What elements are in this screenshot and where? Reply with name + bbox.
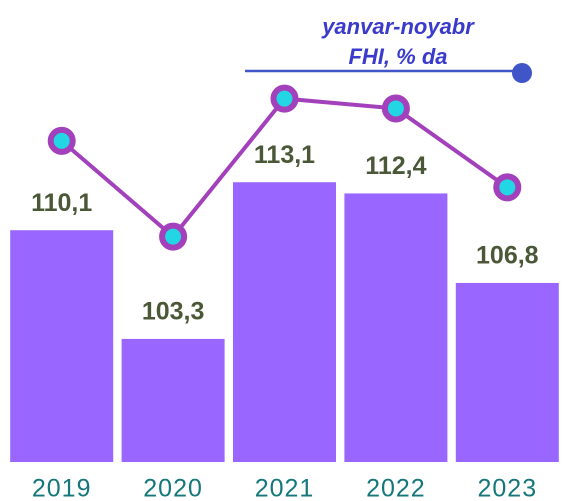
value-label: 106,8: [476, 242, 539, 270]
line-marker: [381, 94, 410, 123]
value-label: 113,1: [254, 141, 315, 169]
x-tick-label: 2022: [366, 475, 426, 501]
bar: [10, 230, 114, 462]
value-label: 112,4: [365, 152, 426, 180]
bar: [344, 193, 448, 462]
x-tick-label: 2023: [477, 475, 537, 501]
bar: [233, 182, 336, 462]
line-marker: [47, 126, 76, 155]
bar: [455, 282, 559, 462]
chart-subtitle: FHI, % da: [348, 44, 447, 69]
x-tick-label: 2021: [255, 475, 315, 501]
value-label: 103,3: [142, 298, 205, 326]
legend-marker: [512, 63, 532, 83]
chart-title: yanvar-noyabr: [321, 14, 475, 39]
x-tick-label: 2020: [143, 475, 203, 501]
value-label: 110,1: [31, 189, 92, 217]
bar: [121, 338, 225, 462]
x-tick-label: 2019: [32, 475, 92, 501]
line-marker: [493, 173, 522, 202]
line-marker: [159, 222, 188, 251]
line-marker: [270, 84, 299, 113]
